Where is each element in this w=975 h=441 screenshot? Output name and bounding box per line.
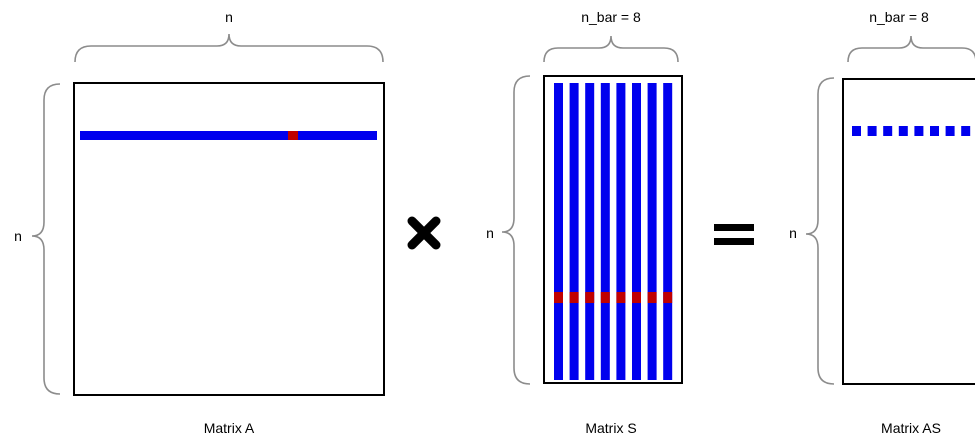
matrix-a-highlighted-row: [80, 131, 377, 140]
matrix-a-title: Matrix A: [204, 420, 255, 436]
matrix-a: n n Matrix A: [14, 9, 385, 436]
matrix-s-column: [600, 83, 610, 380]
matrix-as-element: [883, 126, 893, 136]
matrix-as-element: [867, 126, 877, 136]
matrix-s-column: [632, 83, 641, 380]
matrix-s-highlighted-element: [616, 292, 626, 303]
matrix-s-column: [569, 83, 579, 380]
matrix-as-left-label: n: [789, 225, 797, 241]
matrix-a-left-brace: [31, 83, 61, 395]
matrix-s-highlighted-element: [647, 292, 657, 303]
matrix-s-left-brace: [501, 75, 531, 385]
matrix-s-top-brace: [543, 35, 679, 63]
matrix-as-title: Matrix AS: [881, 420, 941, 436]
matrix-s-columns: [554, 83, 673, 380]
matrix-s-column: [616, 83, 626, 380]
matrix-as-top-brace: [847, 35, 975, 63]
matrix-a-frame: [73, 82, 385, 396]
matrix-s-column: [663, 83, 673, 380]
matrix-s-highlighted-element: [632, 292, 641, 303]
matrix-s-highlighted-element: [585, 292, 595, 303]
matrix-as-element: [961, 126, 971, 136]
matrix-s-highlighted-element: [569, 292, 579, 303]
matrix-s-top-label: n_bar = 8: [581, 9, 641, 25]
matrix-a-top-label: n: [225, 9, 233, 25]
equals-icon: [714, 224, 754, 245]
matrix-as-top-label: n_bar = 8: [869, 9, 929, 25]
matrix-s-column: [554, 83, 563, 380]
multiply-icon: [407, 216, 441, 250]
matrix-s-highlighted-element: [554, 292, 563, 303]
matrix-a-highlighted-element: [288, 131, 298, 140]
matrix-as-element: [898, 126, 908, 136]
matrix-as-element: [914, 126, 924, 136]
matrix-s-title: Matrix S: [585, 420, 636, 436]
matrix-s-highlighted-element: [600, 292, 610, 303]
matrix-a-top-brace: [74, 33, 384, 63]
matrix-as-element: [852, 126, 861, 136]
matrix-as-element: [945, 126, 955, 136]
matrix-s-highlighted-element: [663, 292, 673, 303]
matrix-as: n_bar = 8 n Matrix AS: [789, 9, 975, 436]
matrix-a-left-label: n: [14, 228, 22, 244]
matrix-s: n_bar = 8 n Matrix S: [486, 9, 683, 436]
matrix-as-row: [852, 126, 971, 136]
matrix-as-left-brace: [805, 77, 835, 385]
matrix-s-column: [585, 83, 595, 380]
matrix-as-element: [930, 126, 939, 136]
matrix-as-frame: [842, 78, 975, 385]
matrix-s-left-label: n: [486, 225, 494, 241]
matrix-s-column: [647, 83, 657, 380]
matrix-s-frame: [543, 75, 683, 384]
